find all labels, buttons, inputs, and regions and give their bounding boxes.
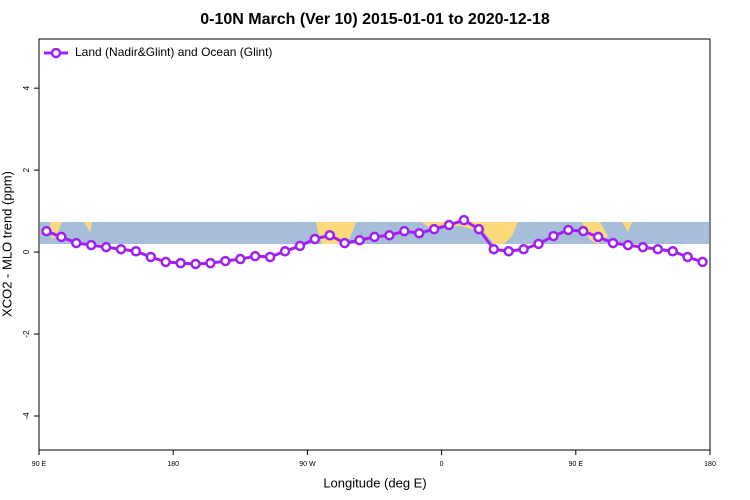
point — [652, 243, 664, 255]
point — [413, 227, 425, 239]
point — [473, 223, 485, 235]
x-tick-label: 90 W — [299, 461, 316, 468]
legend-marker — [50, 47, 62, 59]
point — [637, 241, 649, 253]
point — [384, 230, 395, 241]
point — [354, 234, 365, 246]
x-axis-label: Longitude (deg E) — [323, 475, 426, 490]
x-tick-label: 90 E — [569, 461, 584, 468]
point — [279, 246, 291, 257]
chart-title: 0-10N March (Ver 10) 2015-01-01 to 2020-… — [200, 11, 550, 28]
point — [548, 230, 559, 242]
point — [235, 253, 246, 265]
x-tick-label: 180 — [167, 461, 179, 468]
point — [428, 223, 440, 235]
point — [294, 240, 306, 252]
point — [399, 225, 410, 237]
point — [503, 246, 514, 257]
point — [533, 238, 544, 250]
point — [592, 231, 604, 243]
point — [682, 251, 693, 263]
point — [85, 239, 97, 251]
y-axis-label: XCO2 - MLO trend (ppm) — [0, 171, 14, 317]
point — [100, 241, 112, 253]
point — [190, 258, 201, 270]
point — [443, 219, 455, 231]
point — [264, 251, 276, 263]
point — [518, 243, 529, 255]
y-tick-label: -2 — [22, 330, 31, 338]
point — [56, 231, 67, 243]
x-tick-label: 0 — [440, 461, 444, 468]
point — [309, 233, 321, 245]
point — [249, 250, 261, 262]
point — [41, 225, 52, 237]
point — [130, 246, 142, 257]
y-tick-label: -4 — [22, 412, 31, 420]
x-tick-label: 90 E — [32, 461, 47, 468]
point — [205, 257, 216, 269]
legend-label: Land (Nadir&Glint) and Ocean (Glint) — [75, 45, 272, 59]
point — [71, 237, 82, 249]
point — [145, 251, 157, 263]
point — [160, 256, 171, 268]
y-tick-label: 0 — [22, 249, 31, 254]
point — [458, 214, 470, 226]
point — [697, 256, 708, 268]
y-tick-label: 4 — [22, 85, 31, 90]
point — [115, 243, 127, 255]
point — [324, 230, 336, 241]
point — [578, 225, 589, 237]
point — [563, 224, 574, 236]
point — [607, 237, 619, 249]
point — [175, 257, 186, 269]
point — [622, 239, 634, 251]
point — [339, 237, 350, 249]
point — [488, 243, 500, 255]
x-tick-label: 180 — [704, 461, 716, 468]
plot-frame — [38, 38, 711, 451]
point — [667, 246, 678, 257]
point — [220, 255, 231, 267]
y-tick-label: 2 — [22, 167, 31, 172]
point — [369, 231, 380, 243]
